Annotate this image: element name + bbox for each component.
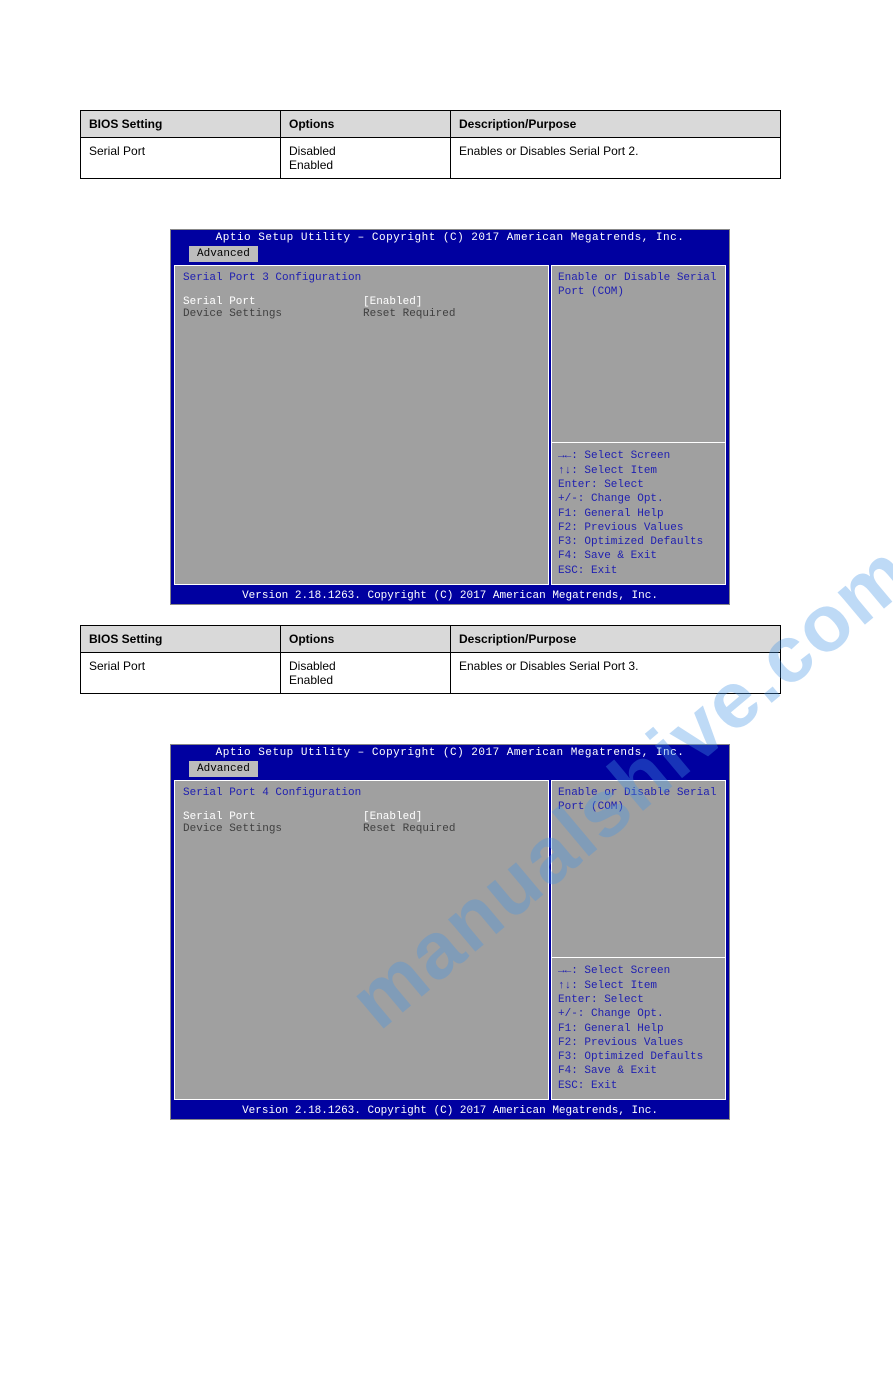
cfg-row-serial-port[interactable]: Serial Port [Enabled] [183,296,540,308]
cfg-label: Device Settings [183,823,363,835]
cfg-value: Reset Required [363,308,455,320]
help-enter: Enter: Select [558,993,719,1007]
help-esc: ESC: Exit [558,1079,719,1093]
help-select-screen: →←: Select Screen [558,964,719,978]
cfg-value: [Enabled] [363,296,422,308]
bios-tab-advanced[interactable]: Advanced [189,761,258,777]
options-table-1: BIOS Setting Options Description/Purpose… [80,110,781,179]
th-setting: BIOS Setting [81,111,281,138]
options-table-2: BIOS Setting Options Description/Purpose… [80,625,781,694]
cfg-heading: Serial Port 3 Configuration [183,272,540,284]
help-enter: Enter: Select [558,478,719,492]
bios-title: Aptio Setup Utility – Copyright (C) 2017… [171,230,729,246]
cfg-value: [Enabled] [363,811,422,823]
th-setting: BIOS Setting [81,626,281,653]
bios-main-panel: Serial Port 4 Configuration Serial Port … [174,780,549,1100]
bios-screenshot-port3: Aptio Setup Utility – Copyright (C) 2017… [170,229,730,605]
help-esc: ESC: Exit [558,564,719,578]
help-select-item: ↑↓: Select Item [558,979,719,993]
bios-help-desc: Enable or Disable Serial Port (COM) [552,266,725,442]
td-desc: Enables or Disables Serial Port 2. [451,138,781,179]
cfg-row-device-settings: Device Settings Reset Required [183,823,540,835]
help-f3: F3: Optimized Defaults [558,1050,719,1064]
bios-footer: Version 2.18.1263. Copyright (C) 2017 Am… [171,588,729,604]
th-desc: Description/Purpose [451,626,781,653]
cfg-row-device-settings: Device Settings Reset Required [183,308,540,320]
help-f3: F3: Optimized Defaults [558,535,719,549]
bios-title: Aptio Setup Utility – Copyright (C) 2017… [171,745,729,761]
help-f1: F1: General Help [558,507,719,521]
bios-main-panel: Serial Port 3 Configuration Serial Port … [174,265,549,585]
cfg-heading: Serial Port 4 Configuration [183,787,540,799]
help-f4: F4: Save & Exit [558,549,719,563]
th-options: Options [281,626,451,653]
help-f4: F4: Save & Exit [558,1064,719,1078]
bios-help-keys: →←: Select Screen ↑↓: Select Item Enter:… [552,442,725,584]
help-select-item: ↑↓: Select Item [558,464,719,478]
help-f2: F2: Previous Values [558,521,719,535]
bios-help-desc: Enable or Disable Serial Port (COM) [552,781,725,957]
cfg-label: Device Settings [183,308,363,320]
help-f2: F2: Previous Values [558,1036,719,1050]
help-change-opt: +/-: Change Opt. [558,1007,719,1021]
cfg-label: Serial Port [183,296,363,308]
cfg-value: Reset Required [363,823,455,835]
td-desc: Enables or Disables Serial Port 3. [451,653,781,694]
bios-help-keys: →←: Select Screen ↑↓: Select Item Enter:… [552,957,725,1099]
th-options: Options [281,111,451,138]
bios-footer: Version 2.18.1263. Copyright (C) 2017 Am… [171,1103,729,1119]
td-setting: Serial Port [81,138,281,179]
bios-tab-advanced[interactable]: Advanced [189,246,258,262]
bios-screenshot-port4: Aptio Setup Utility – Copyright (C) 2017… [170,744,730,1120]
bios-tabrow: Advanced [171,761,729,777]
td-options: DisabledEnabled [281,138,451,179]
td-setting: Serial Port [81,653,281,694]
help-select-screen: →←: Select Screen [558,449,719,463]
th-desc: Description/Purpose [451,111,781,138]
help-f1: F1: General Help [558,1022,719,1036]
bios-tabrow: Advanced [171,246,729,262]
cfg-row-serial-port[interactable]: Serial Port [Enabled] [183,811,540,823]
help-change-opt: +/-: Change Opt. [558,492,719,506]
td-options: DisabledEnabled [281,653,451,694]
cfg-label: Serial Port [183,811,363,823]
